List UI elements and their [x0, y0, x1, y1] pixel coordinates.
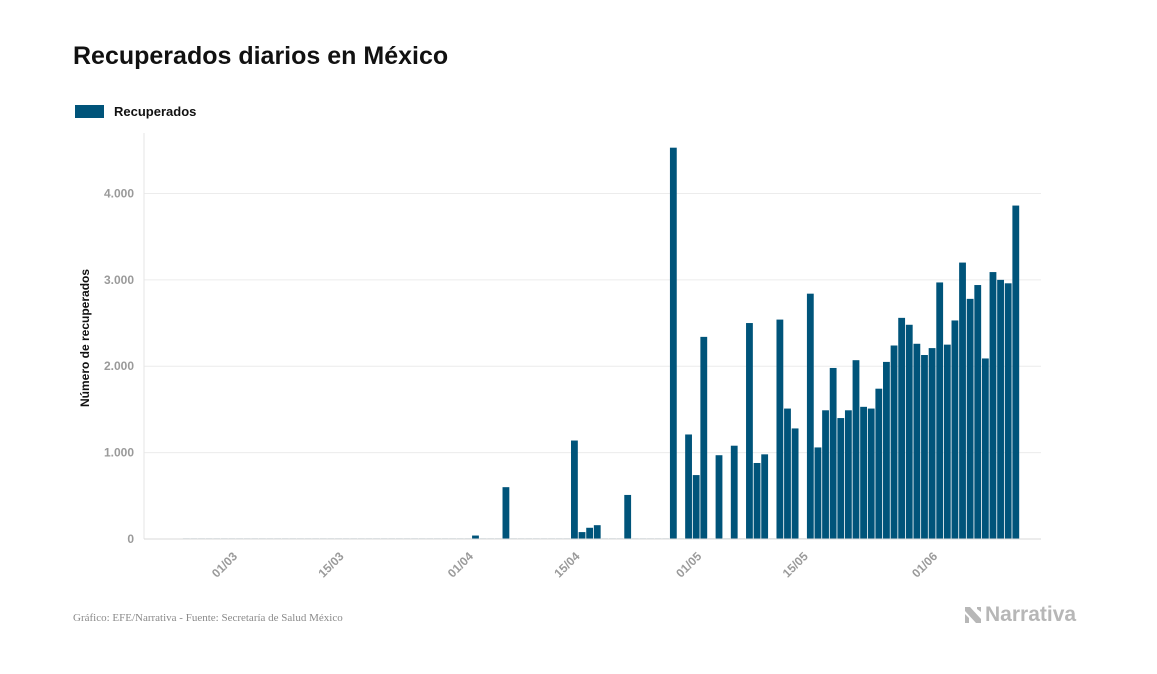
bar	[966, 298, 974, 539]
legend-label: Recuperados	[114, 104, 197, 119]
bar	[624, 494, 632, 539]
y-tick-label: 4.000	[104, 186, 134, 200]
bar	[761, 454, 769, 539]
footer-source: Gráfico: EFE/Narrativa - Fuente: Secreta…	[73, 612, 343, 624]
narrativa-logo-icon	[965, 607, 981, 623]
bar	[974, 285, 982, 539]
bar	[921, 355, 928, 539]
bar	[586, 527, 594, 539]
bar	[1012, 205, 1020, 539]
bar	[997, 279, 1004, 539]
bars	[182, 147, 1020, 539]
bar	[472, 535, 479, 539]
bar	[1004, 283, 1012, 539]
x-tick-label: 15/05	[780, 549, 811, 580]
legend-swatch	[75, 105, 104, 118]
bar	[867, 408, 875, 539]
bar	[814, 447, 822, 539]
legend: Recuperados	[75, 104, 196, 119]
bar	[890, 345, 898, 539]
bar	[571, 440, 578, 539]
bar	[989, 272, 997, 539]
brand-name: Narrativa	[985, 603, 1077, 626]
bar	[959, 262, 966, 539]
bar	[860, 406, 867, 539]
x-tick-label: 15/04	[551, 549, 582, 580]
bar	[913, 343, 921, 539]
bar	[806, 293, 814, 539]
bar	[730, 445, 738, 539]
bar	[776, 319, 784, 539]
bar	[898, 317, 906, 539]
y-tick-label: 1.000	[104, 446, 134, 460]
bar	[700, 336, 708, 539]
y-axis-ticks: 0 1.000 2.000 3.000 4.000	[104, 186, 134, 546]
y-tick-label: 0	[127, 532, 134, 546]
x-tick-label: 01/05	[673, 549, 704, 580]
bar	[791, 428, 799, 539]
bar	[875, 388, 883, 539]
bar	[837, 418, 845, 539]
bar	[753, 462, 761, 539]
bar	[578, 532, 586, 539]
bar	[593, 525, 601, 539]
bar	[951, 320, 959, 539]
gridlines	[144, 192, 1041, 454]
x-tick-label: 01/03	[209, 549, 240, 580]
bar	[936, 282, 944, 539]
bar	[692, 475, 700, 539]
x-axis-ticks: 01/03 15/03 01/04 15/04 01/05 15/05 01/06	[209, 549, 940, 580]
bar	[784, 408, 791, 539]
brand-logo: Narrativa	[963, 603, 1076, 627]
bar	[829, 367, 837, 539]
bar	[981, 358, 989, 539]
bar	[844, 410, 852, 539]
x-tick-label: 01/06	[909, 549, 940, 580]
bar	[669, 147, 677, 539]
bar	[822, 410, 829, 539]
bar	[852, 360, 860, 539]
bar	[928, 348, 936, 539]
bar	[502, 487, 510, 539]
bar	[746, 323, 753, 539]
y-tick-label: 2.000	[104, 359, 134, 373]
bar	[905, 324, 913, 539]
bar	[715, 455, 723, 539]
bar	[883, 361, 890, 539]
chart-title: Recuperados diarios en México	[73, 42, 449, 70]
bar	[685, 434, 692, 539]
x-tick-label: 15/03	[315, 549, 346, 580]
y-tick-label: 3.000	[104, 273, 134, 287]
y-axis-label: Número de recuperados	[78, 269, 92, 407]
x-tick-label: 01/04	[445, 549, 476, 580]
bar	[943, 344, 951, 539]
